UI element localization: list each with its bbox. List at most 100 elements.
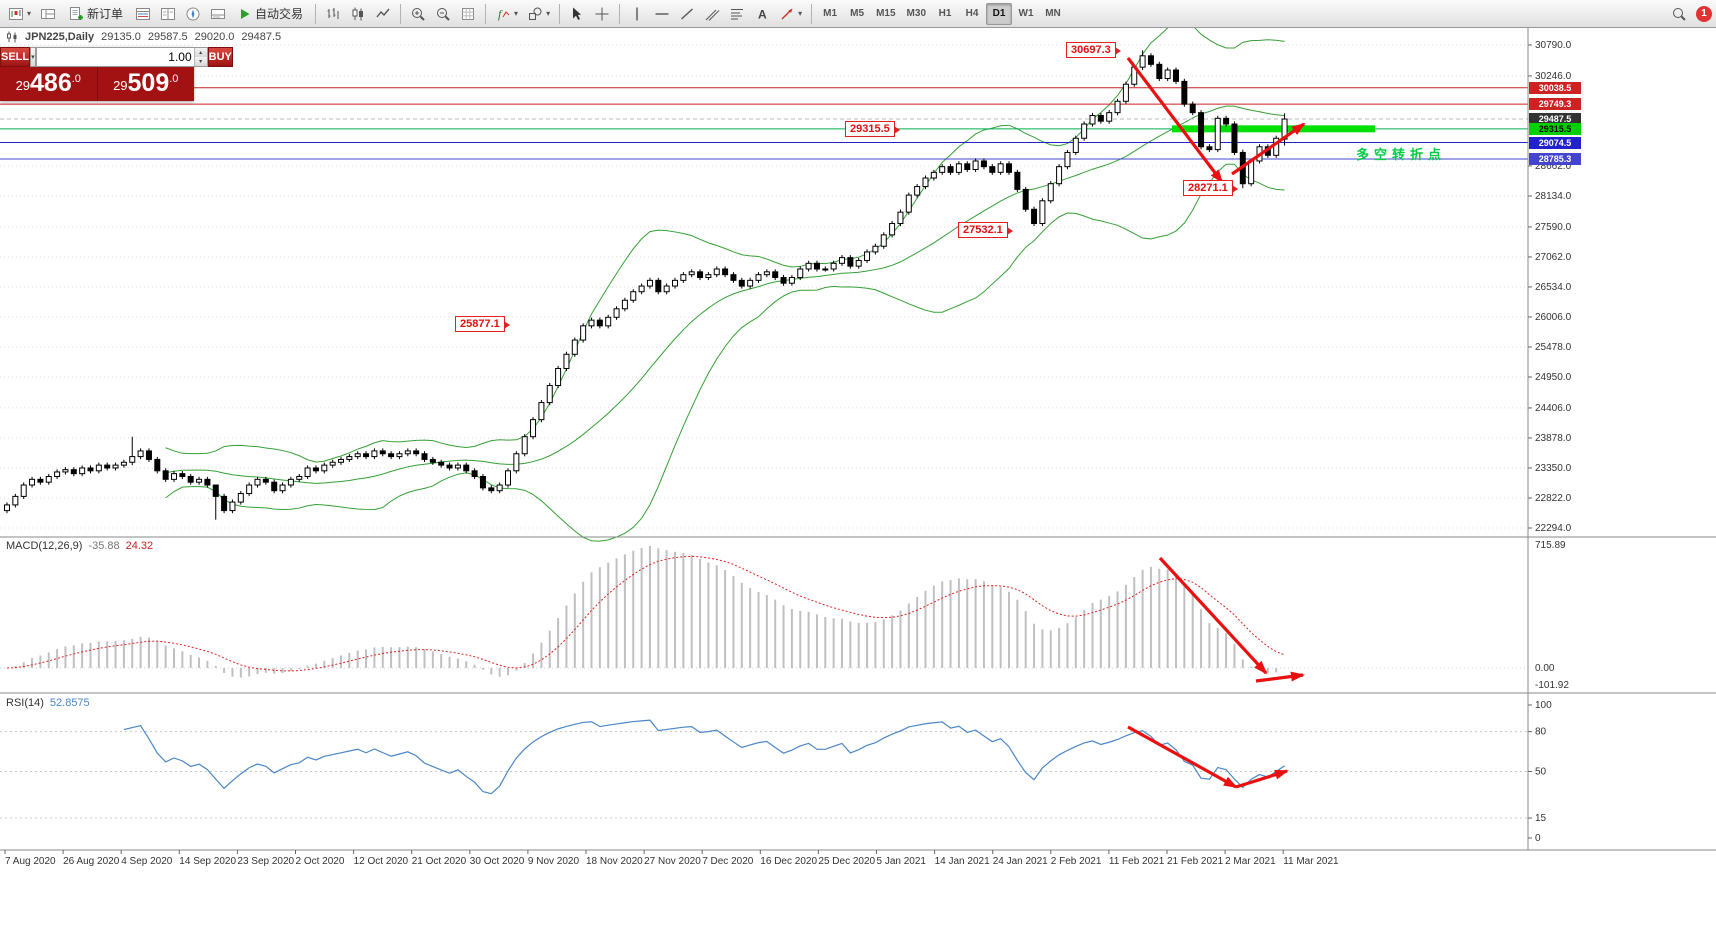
hlines-layer bbox=[0, 87, 1528, 160]
channel-tool-button[interactable] bbox=[700, 2, 724, 26]
svg-text:22822.0: 22822.0 bbox=[1535, 493, 1572, 504]
arrow-tool-button[interactable]: ▾ bbox=[775, 2, 806, 26]
price-annotation[interactable]: 28271.1 bbox=[1183, 180, 1238, 197]
sell-button[interactable]: SELL bbox=[0, 47, 31, 67]
timeframe-d1-button[interactable]: D1 bbox=[986, 2, 1012, 25]
macd-main-value: -35.88 bbox=[88, 540, 120, 552]
date-axis: 7 Aug 2020 26 Aug 2020 4 Sep 2020 14 Sep 20… bbox=[4, 850, 1339, 867]
crosshair-tool-button[interactable] bbox=[590, 2, 614, 26]
fibonacci-tool-button[interactable] bbox=[725, 2, 749, 26]
chevron-down-icon: ▾ bbox=[798, 9, 803, 18]
svg-text:22294.0: 22294.0 bbox=[1535, 523, 1572, 534]
cursor-tool-button[interactable] bbox=[565, 2, 589, 26]
rsi-name: RSI(14) bbox=[6, 697, 44, 709]
candlestick-mode-button[interactable] bbox=[346, 2, 370, 26]
profiles-button[interactable] bbox=[36, 2, 60, 26]
candlestick-chart-icon bbox=[352, 7, 364, 20]
timeframe-h1-button[interactable]: H1 bbox=[932, 3, 958, 25]
svg-text:7 Aug 2020: 7 Aug 2020 bbox=[5, 856, 56, 867]
objects-button[interactable]: ▾ bbox=[523, 2, 554, 26]
vertical-line-tool-button[interactable] bbox=[625, 2, 649, 26]
trendline-tool-button[interactable] bbox=[675, 2, 699, 26]
notification-badge[interactable]: 1 bbox=[1696, 5, 1712, 22]
timeframe-m15-button[interactable]: M15 bbox=[871, 3, 900, 25]
text-tool-button[interactable]: A bbox=[750, 2, 774, 26]
buy-price-prefix: 29 bbox=[113, 78, 128, 93]
svg-text:50: 50 bbox=[1535, 767, 1547, 778]
svg-text:21 Oct 2020: 21 Oct 2020 bbox=[412, 856, 467, 867]
timeframe-h4-button[interactable]: H4 bbox=[959, 3, 985, 25]
bar-chart-mode-button[interactable] bbox=[321, 2, 345, 26]
svg-text:80: 80 bbox=[1535, 727, 1547, 738]
svg-text:24406.0: 24406.0 bbox=[1535, 403, 1572, 414]
axis-price-flag: 30038.5 bbox=[1529, 81, 1581, 94]
price-annotation[interactable]: 27532.1 bbox=[958, 222, 1013, 239]
data-window-button[interactable] bbox=[156, 2, 180, 26]
timeframe-m5-button[interactable]: M5 bbox=[844, 3, 870, 25]
terminal-button[interactable] bbox=[206, 2, 230, 26]
buy-button[interactable]: BUY bbox=[207, 47, 233, 67]
timeframe-mn-button[interactable]: MN bbox=[1040, 3, 1066, 25]
trend-annotation-text[interactable]: 多空转折点 bbox=[1356, 147, 1447, 162]
order-controls-row: SELL ▾ ▴ ▾ BUY bbox=[0, 47, 233, 67]
volume-decrease-button[interactable]: ▾ bbox=[194, 57, 207, 66]
sell-price-prefix: 29 bbox=[15, 78, 31, 93]
symbol-title: JPN225,Daily bbox=[25, 31, 95, 43]
zoom-out-icon bbox=[437, 7, 450, 21]
timeframe-m30-button[interactable]: M30 bbox=[902, 3, 931, 25]
market-watch-button[interactable] bbox=[131, 2, 155, 26]
indicators-button[interactable]: f ▾ bbox=[491, 2, 522, 26]
svg-text:28134.0: 28134.0 bbox=[1535, 191, 1572, 202]
svg-text:26006.0: 26006.0 bbox=[1535, 312, 1572, 323]
svg-text:A: A bbox=[758, 7, 767, 21]
svg-text:-101.92: -101.92 bbox=[1535, 680, 1569, 691]
volume-steppers: ▴ ▾ bbox=[193, 48, 207, 66]
price-annotation[interactable]: 30697.3 bbox=[1066, 42, 1121, 59]
objects-icon bbox=[529, 7, 542, 20]
volume-input[interactable] bbox=[36, 48, 194, 66]
price-annotation[interactable]: 29315.5 bbox=[845, 120, 900, 137]
zoom-out-button[interactable] bbox=[431, 2, 455, 26]
line-chart-mode-button[interactable] bbox=[371, 2, 395, 26]
grid-toggle-button[interactable] bbox=[456, 2, 480, 26]
grid-icon bbox=[462, 7, 475, 20]
timeframe-w1-button[interactable]: W1 bbox=[1013, 3, 1039, 25]
macd-name: MACD(12,26,9) bbox=[6, 540, 83, 552]
sell-price[interactable]: 29 486.0 bbox=[0, 67, 98, 101]
toolbar-separator bbox=[619, 3, 621, 24]
chart-canvas[interactable]: 30790.0 30246.0 28662.0 28134.0 27590.0 27062… bbox=[0, 28, 1716, 951]
cursor-icon bbox=[573, 7, 582, 20]
volume-increase-button[interactable]: ▴ bbox=[194, 48, 207, 57]
svg-text:0: 0 bbox=[1535, 833, 1541, 844]
vertical-line-icon bbox=[636, 7, 638, 20]
new-order-label: 新订单 bbox=[87, 7, 124, 21]
axis-price-flag: 29315.5 bbox=[1529, 122, 1581, 135]
price-annotation[interactable]: 25877.1 bbox=[455, 316, 510, 333]
chevron-down-icon: ▾ bbox=[27, 9, 32, 18]
svg-text:0.00: 0.00 bbox=[1535, 663, 1555, 674]
new-order-button[interactable]: 新订单 bbox=[61, 2, 130, 26]
svg-text:f: f bbox=[498, 7, 503, 21]
price-axis: 30790.0 30246.0 28662.0 28134.0 27590.0 27062… bbox=[1528, 40, 1572, 534]
chevron-down-icon: ▾ bbox=[514, 9, 519, 18]
zoom-in-icon bbox=[412, 7, 425, 21]
new-chart-button[interactable]: ▾ bbox=[4, 2, 35, 26]
frame-layer bbox=[0, 28, 1716, 851]
zoom-in-button[interactable] bbox=[406, 2, 430, 26]
svg-text:23 Sep 2020: 23 Sep 2020 bbox=[237, 856, 294, 867]
timeframe-m1-button[interactable]: M1 bbox=[817, 3, 843, 25]
autotrading-play-icon bbox=[241, 8, 250, 19]
axis-price-flag: 28785.3 bbox=[1529, 152, 1581, 165]
buy-price[interactable]: 29 509.0 bbox=[97, 67, 194, 101]
search-button[interactable] bbox=[1667, 2, 1691, 26]
navigator-button[interactable] bbox=[181, 2, 205, 26]
svg-text:30246.0: 30246.0 bbox=[1535, 71, 1572, 82]
horizontal-line-tool-button[interactable] bbox=[650, 2, 674, 26]
svg-text:30 Oct 2020: 30 Oct 2020 bbox=[470, 856, 525, 867]
navigator-icon bbox=[186, 7, 200, 20]
chart-header: JPN225,Daily 29135.0 29587.5 29020.0 294… bbox=[6, 31, 281, 43]
order-options-dropdown[interactable]: ▾ bbox=[30, 47, 36, 67]
autotrading-button[interactable]: 自动交易 bbox=[231, 2, 310, 26]
svg-text:23350.0: 23350.0 bbox=[1535, 463, 1572, 474]
